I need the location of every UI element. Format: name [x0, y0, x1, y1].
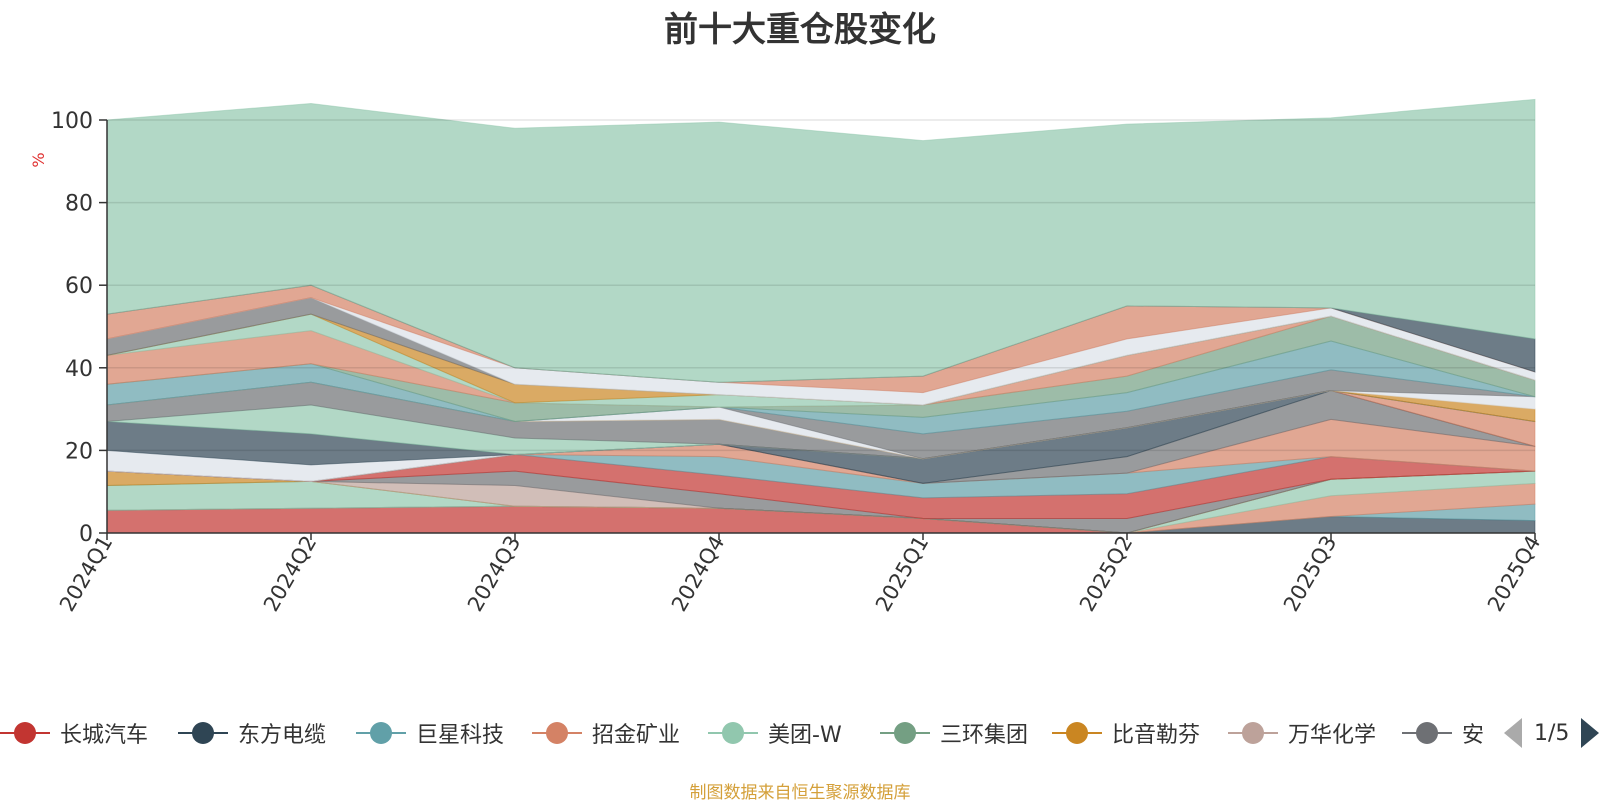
legend-item-2[interactable]: 巨星科技: [356, 710, 504, 756]
legend-marker-icon: [0, 721, 50, 745]
y-tick-label-3: 60: [65, 274, 93, 299]
legend-label: 比音勒芬: [1112, 723, 1201, 748]
legend-marker-icon: [1402, 721, 1452, 745]
legend-marker-icon: [356, 721, 406, 745]
x-tick-label-6: 2025Q3: [1279, 532, 1341, 616]
pager-next-icon[interactable]: [1581, 718, 1600, 748]
legend-label: 三环集团: [940, 723, 1029, 748]
legend-label: 安: [1462, 723, 1485, 748]
series-layer: [106, 98, 1536, 534]
x-tick-label-4: 2025Q1: [871, 532, 933, 616]
y-tick-label-1: 20: [65, 439, 93, 464]
legend-item-8[interactable]: 安: [1402, 710, 1484, 756]
legend-marker-icon: [178, 721, 228, 745]
legend-item-3[interactable]: 招金矿业: [532, 710, 680, 756]
legend-marker-icon: [708, 721, 758, 745]
y-tick-label-5: 100: [51, 109, 93, 134]
legend-item-5[interactable]: 三环集团: [880, 710, 1028, 756]
legend-label: 东方电缆: [238, 723, 327, 748]
x-tick-label-7: 2025Q4: [1483, 532, 1545, 616]
x-tick-label-5: 2025Q2: [1075, 532, 1137, 616]
chart-title: 前十大重仓股变化: [664, 10, 936, 50]
x-tick-label-3: 2024Q4: [667, 532, 729, 616]
series-area-31: [106, 98, 1536, 383]
legend-label: 巨星科技: [416, 723, 505, 748]
legend-item-4[interactable]: 美团-W: [708, 710, 842, 756]
source-note: 制图数据来自恒生聚源数据库: [689, 783, 911, 803]
legend-marker-icon: [1228, 721, 1278, 745]
legend-label: 美团-W: [768, 723, 842, 748]
legend-item-1[interactable]: 东方电缆: [178, 710, 326, 756]
x-tick-label-1: 2024Q2: [259, 532, 321, 616]
legend-label: 招金矿业: [592, 723, 681, 748]
legend-pager: 1/5: [1500, 718, 1600, 748]
pager-prev-icon[interactable]: [1504, 718, 1522, 748]
legend-item-6[interactable]: 比音勒芬: [1052, 710, 1200, 756]
pager-text: 1/5: [1534, 720, 1570, 746]
y-axis-label: %: [29, 152, 48, 167]
legend-marker-icon: [532, 721, 582, 745]
grid-layer: [107, 119, 1535, 452]
legend-item-0[interactable]: 长城汽车: [0, 710, 148, 756]
legend-marker-icon: [1052, 721, 1102, 745]
legend: 长城汽车 东方电缆 巨星科技 招金矿业 美团-W 三环集团 比音勒芬 万华化学 安: [0, 710, 1600, 756]
y-tick-label-0: 0: [79, 522, 93, 547]
legend-item-7[interactable]: 万华化学: [1228, 710, 1376, 756]
x-tick-label-2: 2024Q3: [463, 532, 525, 616]
legend-label: 长城汽车: [60, 723, 149, 748]
y-tick-label-4: 80: [65, 192, 93, 217]
legend-label: 万华化学: [1288, 723, 1377, 748]
y-tick-label-2: 40: [65, 357, 93, 382]
legend-marker-icon: [880, 721, 930, 745]
